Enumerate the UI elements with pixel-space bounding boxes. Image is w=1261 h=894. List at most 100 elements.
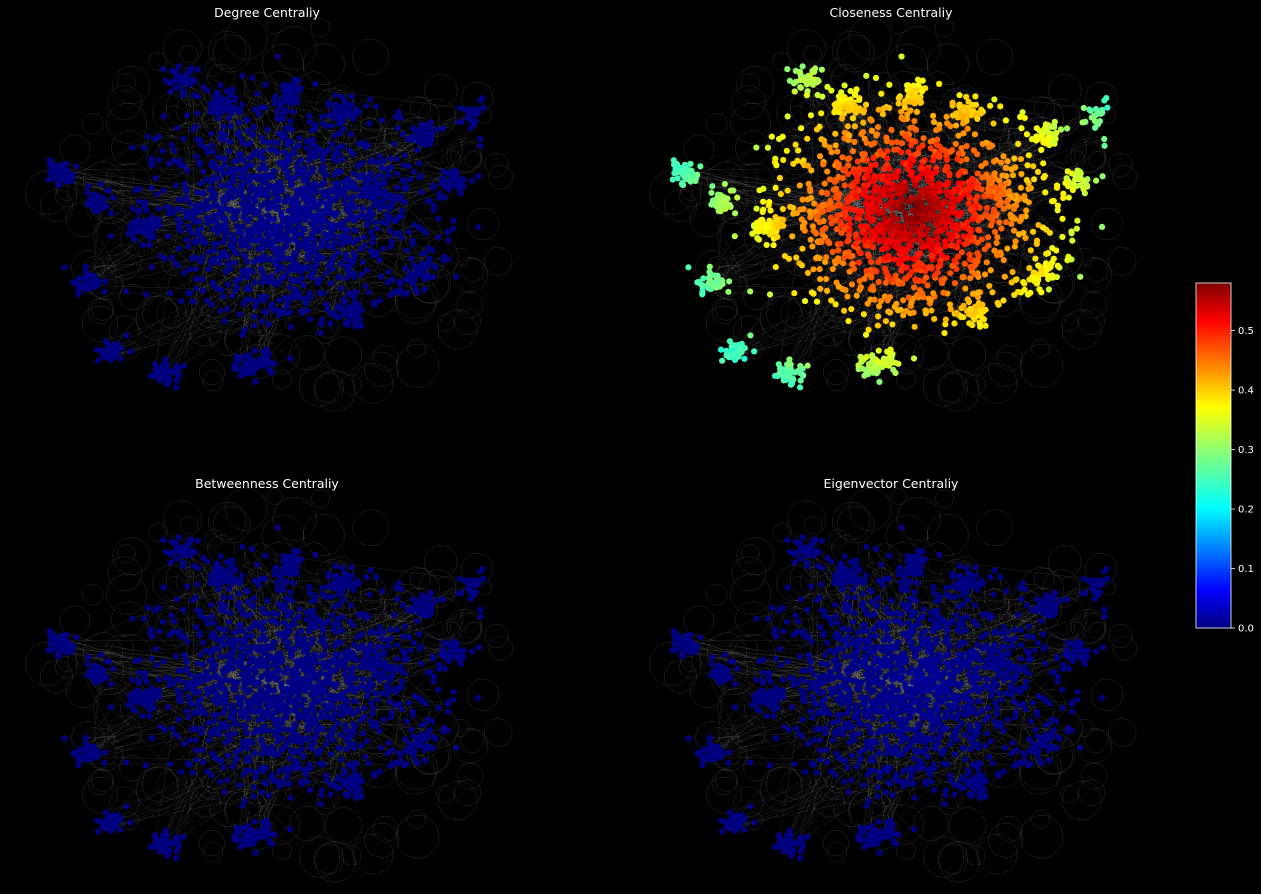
self-loop-edge bbox=[424, 74, 458, 108]
network-node bbox=[1060, 194, 1067, 202]
network-node bbox=[331, 132, 338, 139]
network-node bbox=[1008, 220, 1015, 228]
network-node bbox=[177, 297, 185, 305]
network-node bbox=[857, 353, 864, 360]
network-node bbox=[275, 197, 282, 204]
network-node bbox=[320, 156, 327, 163]
network-node bbox=[874, 322, 882, 329]
network-node bbox=[350, 250, 357, 257]
self-loop-edge bbox=[372, 344, 399, 371]
network-node bbox=[185, 81, 193, 88]
network-edge bbox=[277, 111, 413, 137]
network-node bbox=[370, 299, 377, 307]
network-node bbox=[760, 185, 767, 192]
network-node bbox=[1010, 205, 1018, 212]
self-loop-edge bbox=[55, 185, 78, 208]
network-node bbox=[186, 266, 193, 273]
self-loop-edge bbox=[207, 64, 236, 93]
network-node bbox=[85, 183, 92, 190]
network-node bbox=[1030, 176, 1038, 183]
network-node bbox=[387, 155, 394, 162]
network-node bbox=[783, 147, 790, 154]
self-loop-edge bbox=[407, 338, 426, 358]
network-node bbox=[216, 307, 224, 314]
network-node bbox=[398, 234, 405, 242]
network-node bbox=[1065, 194, 1072, 201]
network-node bbox=[361, 234, 368, 241]
network-node bbox=[785, 255, 793, 262]
network-node bbox=[391, 231, 399, 238]
network-node bbox=[376, 205, 383, 212]
network-node bbox=[167, 88, 174, 95]
network-node bbox=[351, 226, 358, 233]
self-loop-edge bbox=[364, 352, 399, 387]
network-node bbox=[180, 362, 187, 369]
network-node bbox=[160, 113, 167, 120]
network-node bbox=[835, 255, 842, 262]
network-node bbox=[897, 306, 904, 313]
network-node bbox=[244, 117, 251, 124]
network-node bbox=[1086, 106, 1093, 113]
network-node bbox=[139, 241, 146, 249]
network-node bbox=[179, 81, 186, 88]
network-node bbox=[1004, 245, 1011, 252]
network-node bbox=[430, 207, 437, 214]
self-loop-edge bbox=[437, 309, 478, 350]
network-node bbox=[1011, 291, 1018, 299]
network-node bbox=[1101, 142, 1108, 149]
network-node bbox=[374, 159, 381, 166]
network-node bbox=[322, 301, 330, 308]
network-node bbox=[416, 174, 423, 181]
network-edge bbox=[333, 189, 388, 283]
network-node bbox=[1000, 153, 1007, 160]
self-loop-edge bbox=[266, 17, 283, 35]
network-node bbox=[221, 317, 228, 325]
network-node bbox=[199, 287, 207, 294]
network-node bbox=[355, 174, 362, 181]
network-node bbox=[312, 80, 319, 87]
network-node bbox=[367, 228, 375, 235]
self-loop-edge bbox=[189, 314, 221, 347]
network-node bbox=[817, 285, 824, 292]
network-node bbox=[196, 208, 203, 215]
network-node bbox=[747, 332, 754, 339]
network-node bbox=[1035, 262, 1042, 269]
network-node bbox=[177, 219, 184, 226]
network-node bbox=[397, 114, 404, 122]
network-node bbox=[1023, 207, 1030, 214]
network-node bbox=[143, 207, 150, 214]
network-node bbox=[345, 101, 352, 109]
network-node bbox=[198, 201, 205, 208]
network-node bbox=[155, 205, 163, 213]
network-node bbox=[772, 184, 779, 191]
network-node bbox=[309, 127, 316, 134]
network-node bbox=[256, 105, 263, 112]
network-node bbox=[828, 297, 835, 304]
network-node bbox=[240, 223, 247, 230]
network-node bbox=[1018, 125, 1025, 132]
network-node bbox=[997, 103, 1004, 110]
network-node bbox=[222, 215, 229, 223]
network-node bbox=[402, 264, 409, 272]
network-node bbox=[351, 299, 358, 307]
network-node bbox=[853, 292, 860, 299]
network-node bbox=[225, 252, 232, 260]
network-edge bbox=[234, 134, 238, 219]
network-node bbox=[816, 255, 823, 262]
network-node bbox=[202, 176, 209, 183]
network-node bbox=[810, 290, 817, 297]
network-node bbox=[840, 307, 848, 314]
network-node bbox=[323, 269, 330, 277]
network-node bbox=[287, 284, 294, 291]
network-node bbox=[274, 149, 281, 156]
network-node bbox=[323, 242, 331, 249]
network-node bbox=[403, 247, 410, 254]
network-node bbox=[208, 142, 215, 149]
network-node bbox=[933, 127, 940, 134]
network-node bbox=[747, 288, 754, 295]
network-node bbox=[435, 233, 442, 241]
network-edge bbox=[285, 162, 444, 261]
network-node bbox=[949, 102, 956, 109]
network-node bbox=[841, 82, 848, 89]
network-node bbox=[406, 269, 413, 276]
